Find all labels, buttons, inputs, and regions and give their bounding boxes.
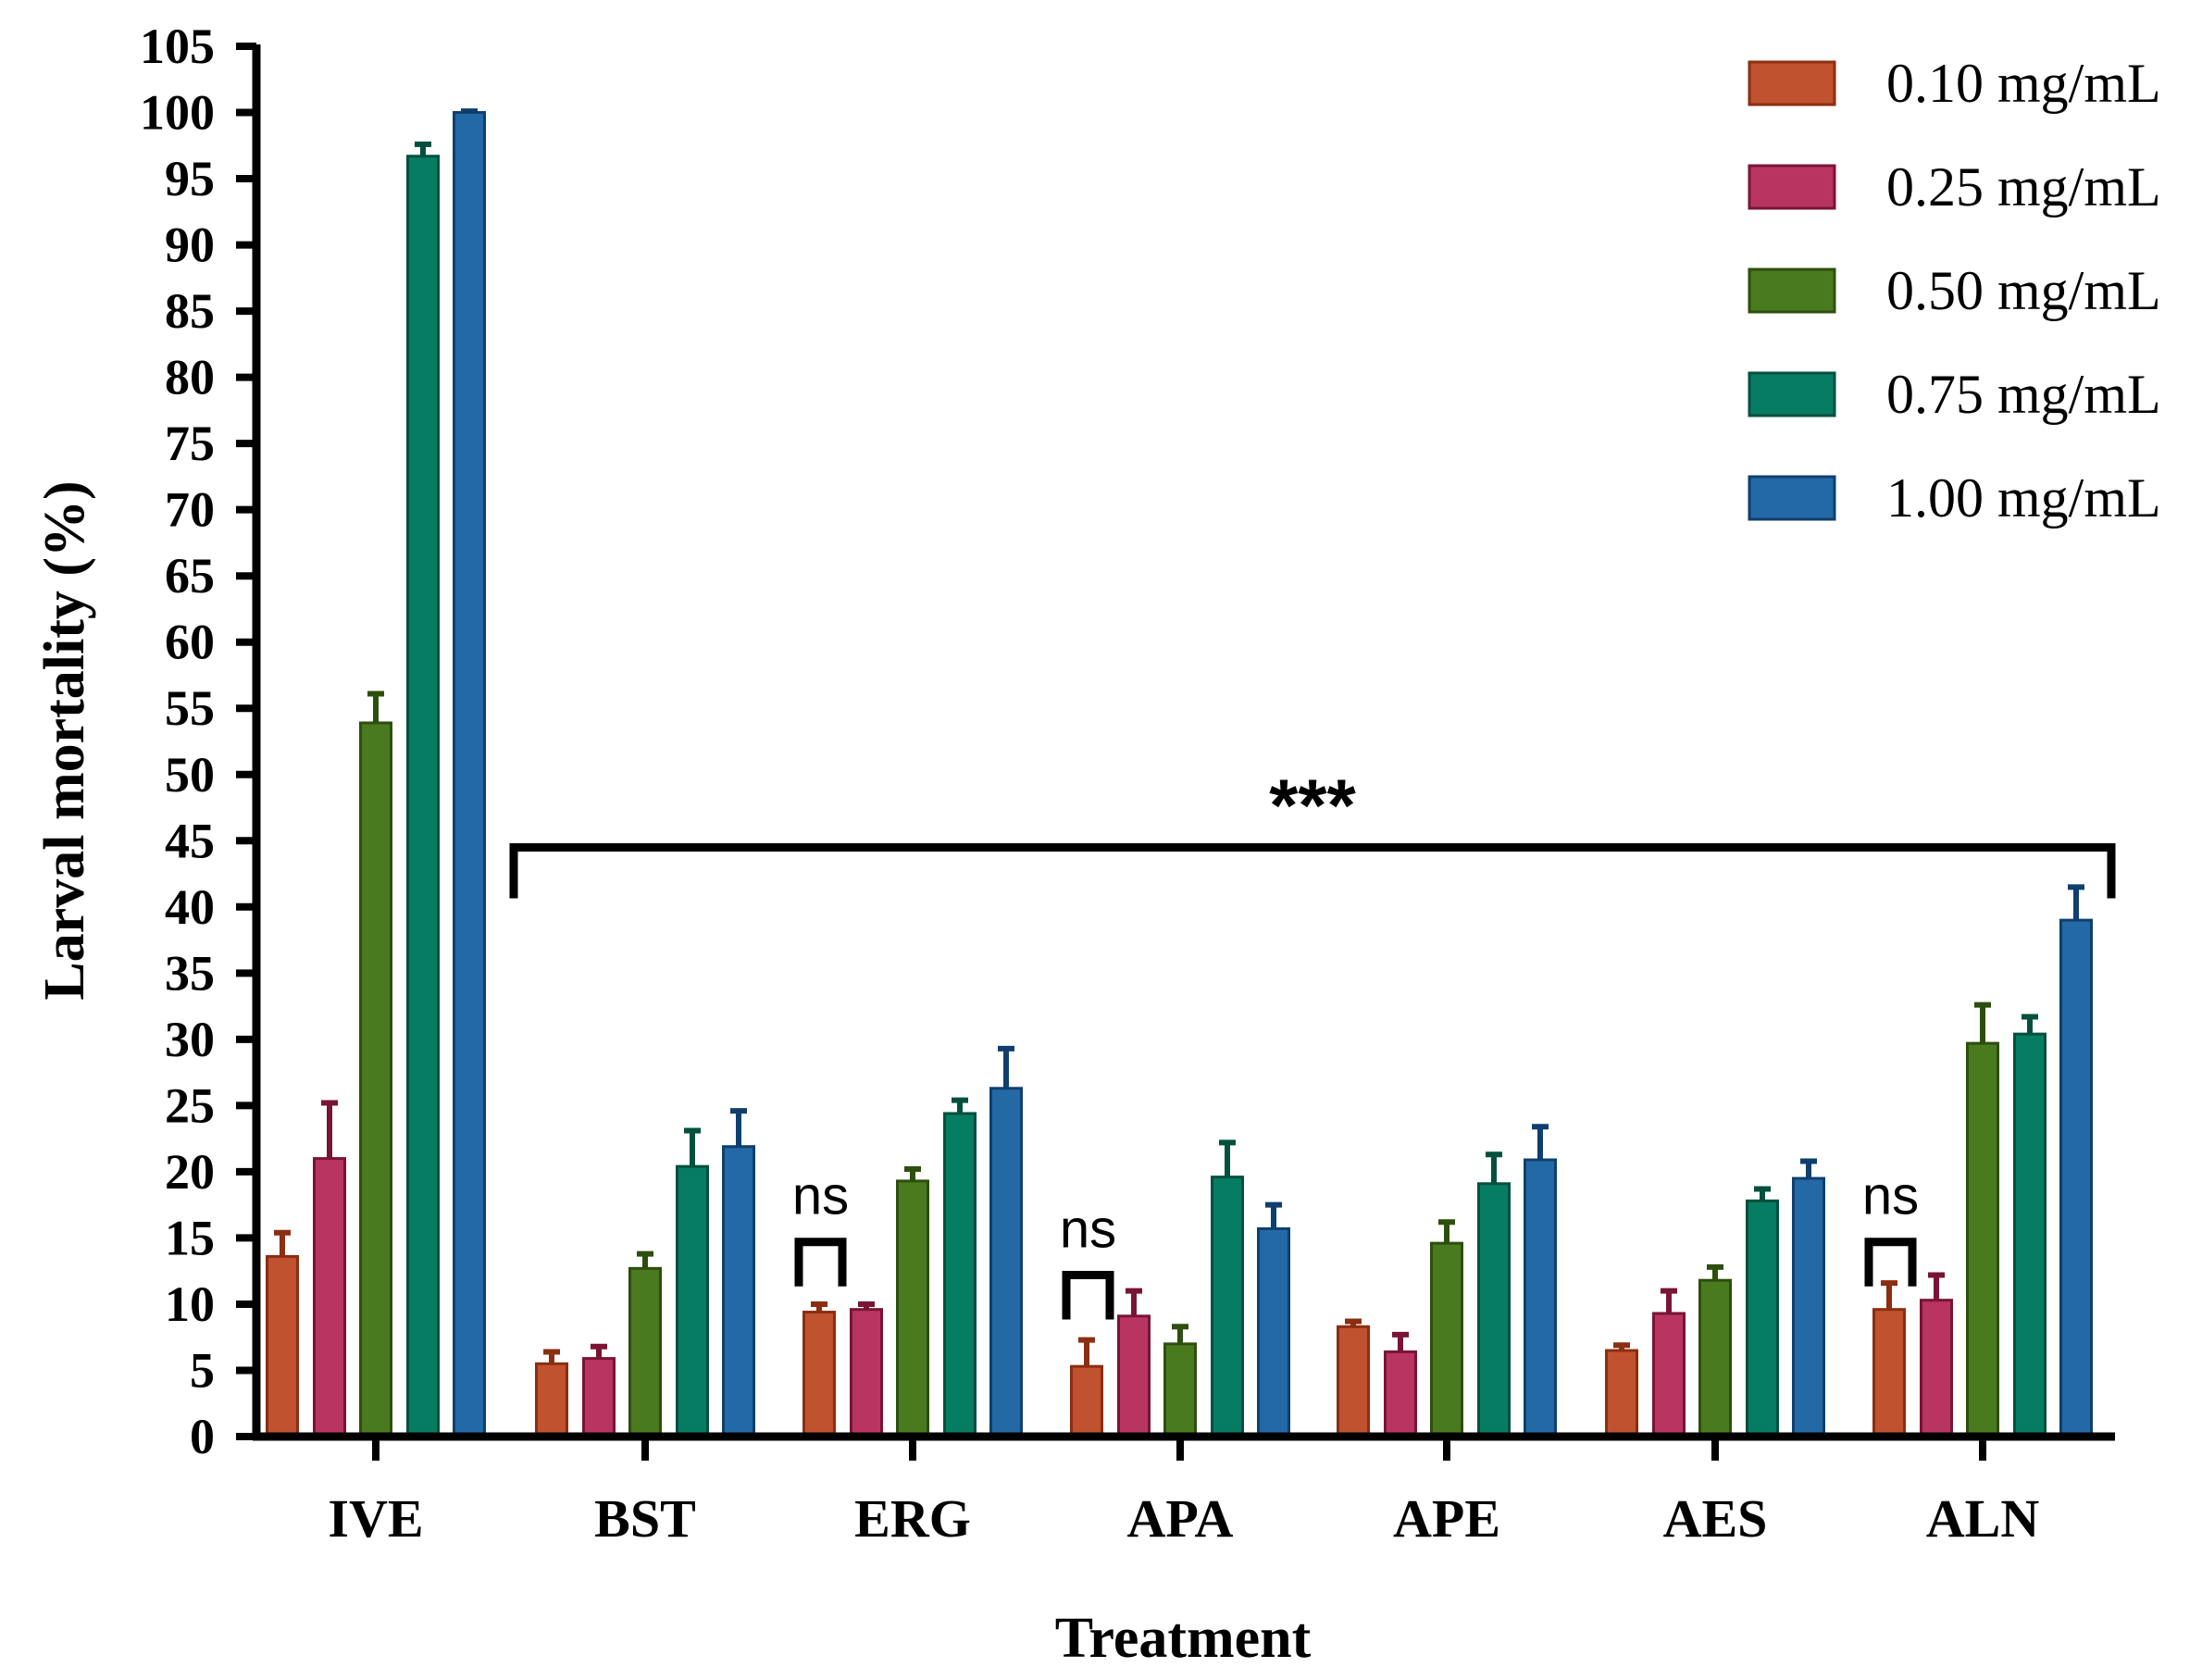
bar	[628, 1266, 662, 1438]
ns-label: ns	[1060, 1199, 1116, 1259]
y-tick-label: 30	[165, 1012, 215, 1067]
y-tick-label: 90	[165, 218, 215, 273]
x-tick-label: BST	[594, 1488, 696, 1549]
bar	[722, 1145, 755, 1438]
bar	[1966, 1041, 1999, 1438]
y-tick-label: 95	[165, 151, 215, 206]
bar	[1163, 1342, 1197, 1438]
axes	[252, 44, 2115, 1441]
y-tick-label: 100	[140, 85, 215, 141]
bar	[582, 1357, 616, 1438]
bar	[1652, 1312, 1686, 1438]
bars	[266, 108, 2093, 1438]
x-tick-label: AES	[1663, 1488, 1768, 1549]
y-tick-label: 0	[190, 1409, 215, 1464]
bar	[989, 1087, 1023, 1438]
bar	[1477, 1182, 1511, 1438]
y-tick-label: 85	[165, 283, 215, 339]
y-tick-label: 40	[165, 879, 215, 935]
y-axis-title: Larval mortality (%)	[33, 480, 96, 1000]
y-tick-label: 65	[165, 548, 215, 604]
bar	[943, 1112, 977, 1438]
y-tick-label: 35	[165, 945, 215, 1001]
legend-label: 0.75 mg/mL	[1886, 364, 2161, 425]
y-tick-label: 45	[165, 813, 215, 868]
x-axis-ticks: IVE BST ERG APA APE AES ALN	[328, 1437, 2039, 1549]
y-tick-label: 20	[165, 1144, 215, 1200]
x-tick-label: IVE	[328, 1488, 423, 1549]
bar	[313, 1157, 346, 1438]
x-tick-label: ALN	[1926, 1488, 2040, 1549]
bar	[1792, 1176, 1825, 1438]
bar	[676, 1164, 709, 1438]
ns-label: ns	[1862, 1166, 1919, 1226]
bar	[850, 1308, 883, 1438]
ns-bracket	[1864, 1238, 1917, 1287]
bar	[896, 1179, 929, 1438]
bar	[359, 721, 392, 1438]
legend: 0.10 mg/mL 0.25 mg/mL 0.50 mg/mL 0.75 mg/mL…	[1748, 53, 2161, 529]
bar	[1524, 1158, 1557, 1438]
bar	[2013, 1032, 2046, 1438]
y-tick-label: 10	[165, 1276, 215, 1332]
y-tick-label: 55	[165, 680, 215, 736]
legend-swatch	[1748, 60, 1836, 106]
bar	[266, 1254, 299, 1438]
bar	[2059, 918, 2093, 1438]
legend-swatch	[1748, 475, 1836, 521]
bar	[1384, 1350, 1417, 1438]
bar	[406, 155, 440, 1438]
bar	[1605, 1349, 1638, 1438]
x-axis-title: Treatment	[1055, 1607, 1312, 1670]
bar	[453, 111, 486, 1438]
legend-swatch	[1748, 268, 1836, 314]
y-tick-label: 15	[165, 1210, 215, 1265]
y-tick-label: 105	[140, 19, 215, 74]
legend-label: 0.50 mg/mL	[1886, 260, 2161, 321]
significance-bracket	[509, 842, 2116, 899]
bar	[535, 1362, 568, 1438]
bar	[1698, 1278, 1732, 1438]
bar	[1117, 1314, 1151, 1438]
y-tick-label: 25	[165, 1077, 215, 1133]
ns-label: ns	[792, 1166, 849, 1226]
legend-swatch	[1748, 371, 1836, 417]
legend-swatch	[1748, 164, 1836, 210]
y-tick-label: 50	[165, 747, 215, 803]
bar	[1872, 1308, 1906, 1438]
y-tick-label: 5	[190, 1342, 215, 1398]
bar	[1430, 1241, 1463, 1438]
x-tick-label: APA	[1127, 1488, 1234, 1549]
y-tick-label: 80	[165, 350, 215, 405]
legend-label: 0.25 mg/mL	[1886, 156, 2161, 218]
bar	[1257, 1226, 1290, 1438]
bar	[1920, 1299, 1953, 1438]
bar	[802, 1311, 836, 1438]
y-tick-label: 70	[165, 482, 215, 538]
y-axis-ticks: 0 5 10 15 20 25 30 35 40 45 50 55 60 65 70 75 80 85 90 95 10…	[140, 19, 256, 1464]
ns-bracket	[1062, 1270, 1114, 1320]
bar	[1746, 1199, 1779, 1438]
x-tick-label: ERG	[854, 1488, 971, 1549]
y-tick-label: 60	[165, 615, 215, 670]
bar	[1211, 1176, 1244, 1438]
bar	[1337, 1325, 1370, 1438]
y-tick-label: 75	[165, 416, 215, 471]
significance-stars: ***	[1269, 764, 1356, 846]
legend-label: 0.10 mg/mL	[1886, 53, 2161, 114]
ns-bracket	[794, 1238, 847, 1287]
legend-label: 1.00 mg/mL	[1886, 467, 2161, 529]
bar	[1070, 1364, 1103, 1438]
significance-annotations: *** ns ns ns	[509, 764, 2116, 1320]
x-tick-label: APE	[1393, 1488, 1500, 1549]
